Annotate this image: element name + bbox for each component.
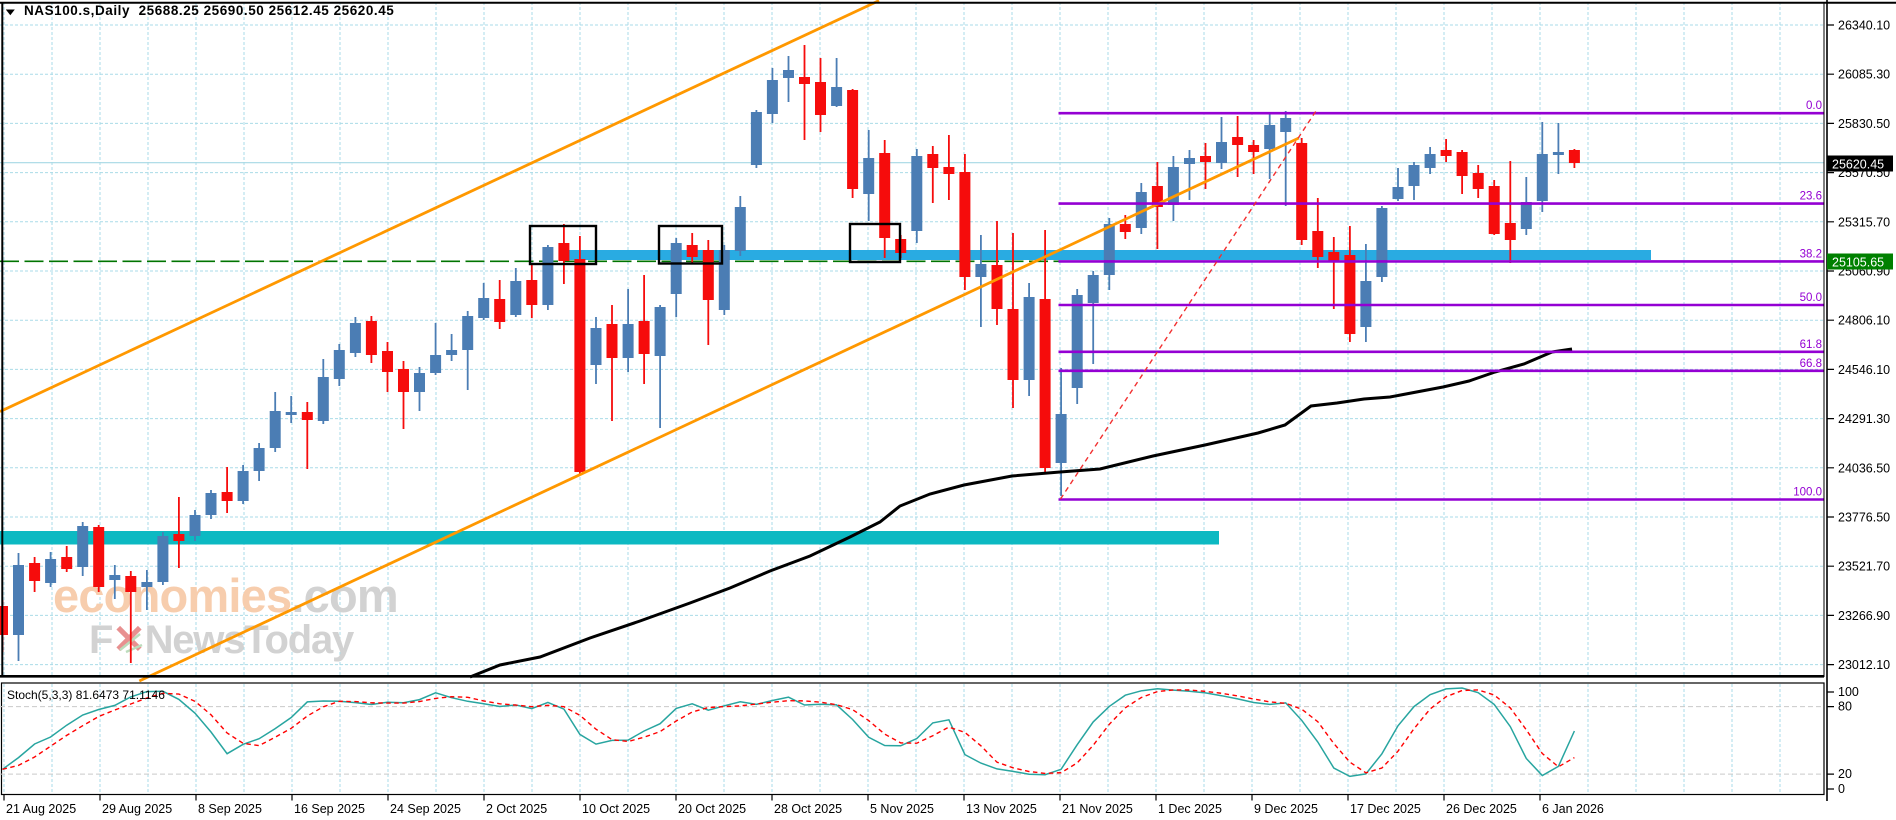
svg-text:25105.65: 25105.65 [1832, 256, 1884, 270]
svg-text:61.8: 61.8 [1800, 339, 1822, 351]
svg-text:NAS100.s,Daily 25688.25 25690: NAS100.s,Daily 25688.25 25690.50 25612.4… [24, 3, 394, 18]
svg-text:Stoch(5,3,3) 81.6473 71.1146: Stoch(5,3,3) 81.6473 71.1146 [7, 688, 165, 702]
svg-text:0.0: 0.0 [1806, 100, 1822, 112]
svg-text:24 Sep 2025: 24 Sep 2025 [390, 802, 461, 816]
svg-text:23.6: 23.6 [1800, 191, 1822, 203]
svg-text:26340.10: 26340.10 [1838, 19, 1890, 33]
svg-text:9 Dec 2025: 9 Dec 2025 [1254, 802, 1318, 816]
svg-text:0: 0 [1838, 782, 1845, 796]
svg-text:21 Aug 2025: 21 Aug 2025 [6, 802, 76, 816]
svg-text:2 Oct 2025: 2 Oct 2025 [486, 802, 547, 816]
svg-text:100: 100 [1838, 685, 1859, 699]
svg-text:28 Oct 2025: 28 Oct 2025 [774, 802, 842, 816]
svg-text:23266.90: 23266.90 [1838, 609, 1890, 623]
svg-text:20: 20 [1838, 767, 1852, 781]
svg-text:8 Sep 2025: 8 Sep 2025 [198, 802, 262, 816]
svg-text:23012.10: 23012.10 [1838, 658, 1890, 672]
svg-text:13 Nov 2025: 13 Nov 2025 [966, 802, 1037, 816]
svg-text:21 Nov 2025: 21 Nov 2025 [1062, 802, 1133, 816]
svg-text:F✕NewsToday: F✕NewsToday [89, 618, 355, 662]
svg-text:20 Oct 2025: 20 Oct 2025 [678, 802, 746, 816]
svg-text:17 Dec 2025: 17 Dec 2025 [1350, 802, 1421, 816]
svg-text:24546.10: 24546.10 [1838, 363, 1890, 377]
svg-text:10 Oct 2025: 10 Oct 2025 [582, 802, 650, 816]
svg-text:24806.10: 24806.10 [1838, 314, 1890, 328]
svg-text:25830.50: 25830.50 [1838, 117, 1890, 131]
svg-text:26085.30: 26085.30 [1838, 68, 1890, 82]
svg-text:24036.50: 24036.50 [1838, 461, 1890, 475]
svg-text:50.0: 50.0 [1800, 292, 1822, 304]
svg-text:1 Dec 2025: 1 Dec 2025 [1158, 802, 1222, 816]
svg-text:26 Dec 2025: 26 Dec 2025 [1446, 802, 1517, 816]
svg-text:6 Jan 2026: 6 Jan 2026 [1542, 802, 1604, 816]
svg-text:16 Sep 2025: 16 Sep 2025 [294, 802, 365, 816]
svg-text:24291.30: 24291.30 [1838, 412, 1890, 426]
svg-text:23521.70: 23521.70 [1838, 560, 1890, 574]
svg-text:25620.45: 25620.45 [1832, 158, 1884, 172]
svg-text:5 Nov 2025: 5 Nov 2025 [870, 802, 934, 816]
svg-text:38.2: 38.2 [1800, 248, 1822, 260]
svg-text:23776.50: 23776.50 [1838, 511, 1890, 525]
svg-text:80: 80 [1838, 700, 1852, 714]
svg-text:100.0: 100.0 [1793, 487, 1822, 499]
svg-text:25315.70: 25315.70 [1838, 215, 1890, 229]
svg-text:economies.com: economies.com [53, 569, 398, 622]
svg-text:66.8: 66.8 [1800, 358, 1822, 370]
svg-text:29 Aug 2025: 29 Aug 2025 [102, 802, 172, 816]
